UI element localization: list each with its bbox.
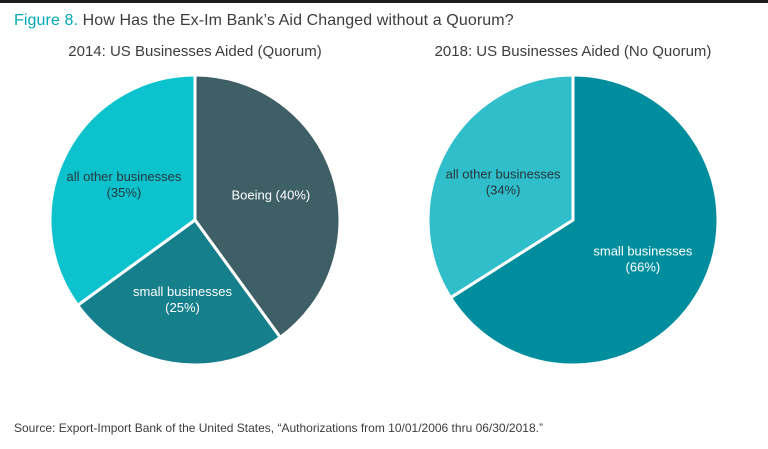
source-note: Source: Export-Import Bank of the United… [14,421,543,435]
pie-slice-boeing [193,73,342,339]
pie-slice-label-boeing: Boeing (40%) [231,187,310,202]
chart-2014-column: 2014: US Businesses Aided (Quorum) Boein… [6,30,384,368]
pie-slice-all-other-businesses [48,73,197,307]
charts-row: 2014: US Businesses Aided (Quorum) Boein… [0,30,768,368]
pie-slice-label-all-other-businesses: all other businesses (34%) [446,167,561,198]
pie-slice-label-small-businesses: small businesses (25%) [133,284,232,315]
pie-slice-label-all-other-businesses: all other businesses (35%) [66,169,181,200]
pie-slice-all-other-businesses [426,73,575,300]
figure-title: Figure 8. How Has the Ex-Im Bank’s Aid C… [0,3,768,30]
chart-2018-title: 2018: US Businesses Aided (No Quorum) [434,43,712,60]
pie-slice-label-small-businesses: small businesses (66%) [593,243,692,274]
pie-slice-small-businesses [76,218,282,367]
figure-number-label: Figure 8. [14,12,79,29]
chart-2014-title: 2014: US Businesses Aided (Quorum) [68,43,322,60]
pie-chart-2018: small businesses (66%) all other businesse… [426,73,720,367]
chart-2018-column: 2018: US Businesses Aided (No Quorum) sm… [384,30,762,368]
figure-title-text: How Has the Ex-Im Bank’s Aid Changed wit… [82,12,514,29]
pie-slice-small-businesses [449,73,720,367]
pie-chart-2014: Boeing (40%) small businesses (25%) all oth… [48,73,342,367]
